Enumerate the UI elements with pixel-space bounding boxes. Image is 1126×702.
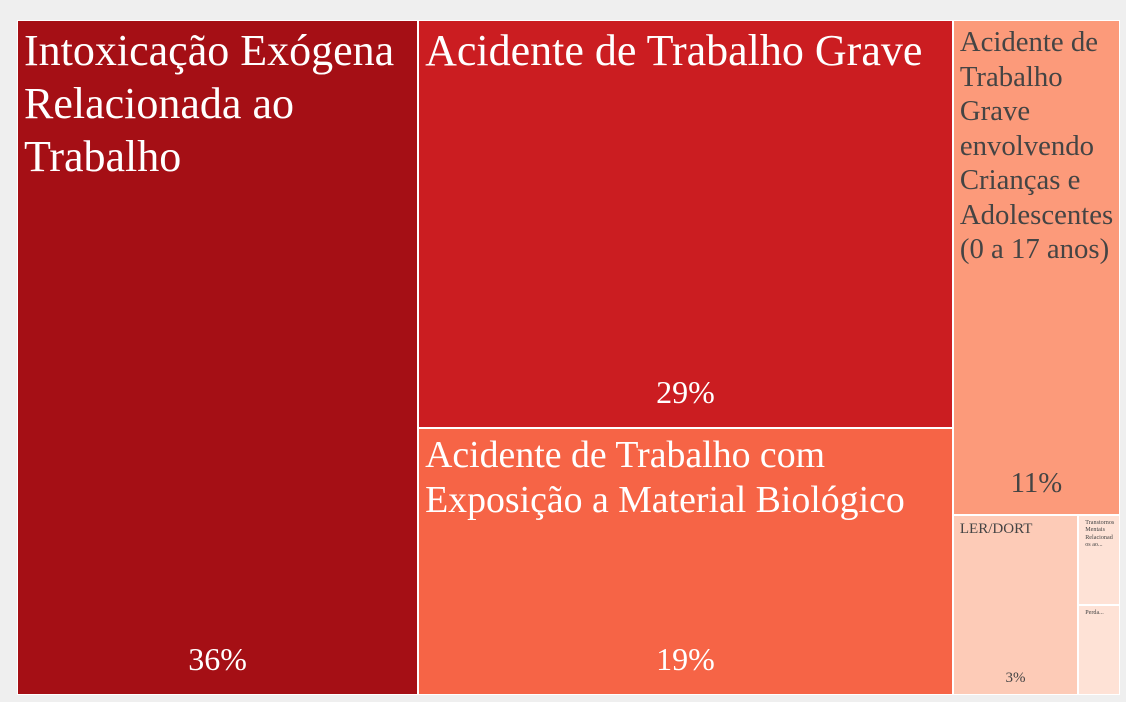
treemap-cell: Acidente de Trabalho com Exposição a Mat…	[418, 427, 953, 695]
treemap-cell: Acidente de Trabalho Grave envolvendo Cr…	[952, 20, 1120, 515]
cell-value-label: 29%	[656, 373, 715, 410]
cell-label: Acidente de Trabalho com Exposição a Mat…	[425, 433, 905, 522]
treemap-cell: LER/DORT 3%	[952, 515, 1079, 695]
treemap: Intoxicação Exógena Relacionada ao Traba…	[17, 20, 1120, 695]
cell-value-label: 19%	[656, 641, 715, 677]
cell-label: LER/DORT	[959, 521, 1033, 537]
cell-value-label: 3%	[1005, 669, 1026, 686]
cell-label: Intoxicação Exógena Relacionada ao Traba…	[24, 26, 395, 181]
cell-label: Acidente de Trabalho Grave	[425, 26, 923, 75]
cell-label: Perda...	[1085, 610, 1104, 616]
treemap-cell: Acidente de Trabalho Grave 29%	[418, 20, 953, 428]
treemap-cell: Transtornos Mentais Relacionados ao...	[1078, 515, 1120, 605]
cell-label: Transtornos Mentais Relacionados ao...	[1085, 520, 1115, 549]
treemap-cell: Perda...	[1078, 605, 1120, 695]
treemap-cell: Intoxicação Exógena Relacionada ao Traba…	[17, 20, 419, 695]
cell-value-label: 36%	[188, 641, 247, 677]
cell-value-label: 11%	[1010, 466, 1063, 499]
cell-label: Acidente de Trabalho Grave envolvendo Cr…	[959, 26, 1114, 266]
